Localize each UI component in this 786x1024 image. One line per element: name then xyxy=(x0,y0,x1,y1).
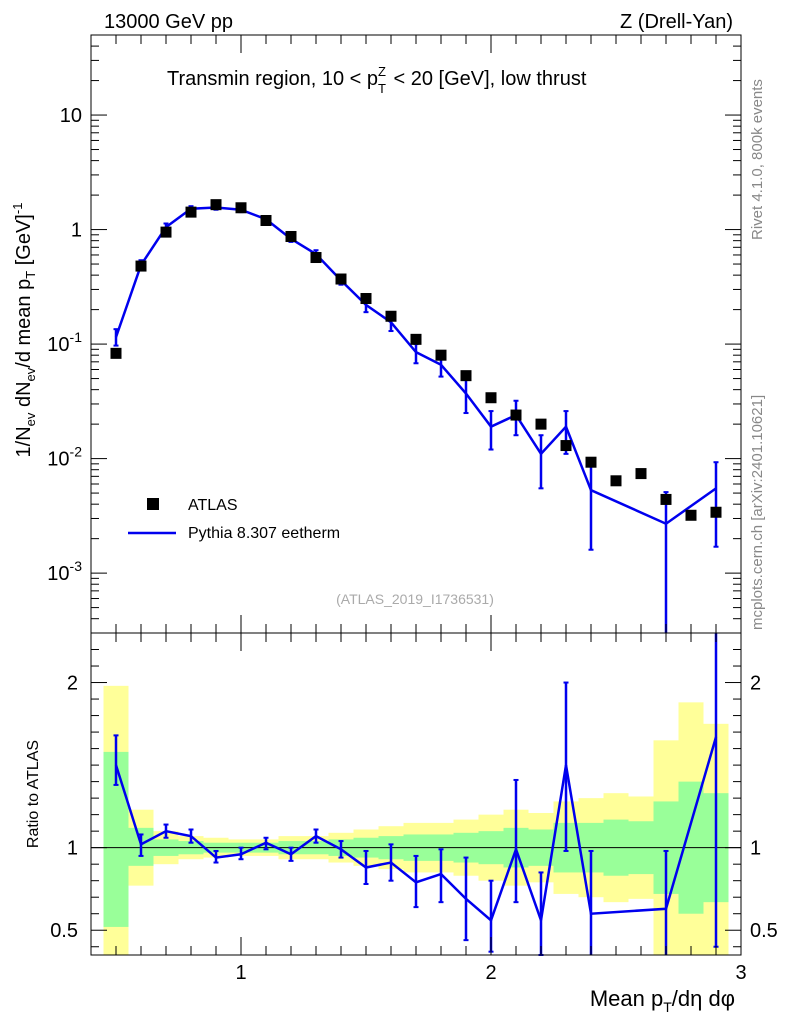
main-data-layer xyxy=(110,199,722,633)
ratio-data-layer xyxy=(91,633,741,956)
title-sup-z: Z xyxy=(378,64,386,79)
ylabel-sub-ev1: ev xyxy=(23,412,38,426)
ylabel-sub-ev2: ev xyxy=(23,367,38,381)
atlas-data-point xyxy=(560,440,572,452)
ratio-x-tick-label: 1 xyxy=(235,962,246,984)
ratio-y-tick-label-right: 2 xyxy=(750,673,761,695)
tick-base: 10 xyxy=(47,563,69,585)
watermark: (ATLAS_2019_I1736531) xyxy=(336,591,494,607)
ratio-y-tick-label-right: 0.5 xyxy=(750,920,778,942)
mcplots-label: mcplots.cern.ch [arXiv:2401.10621] xyxy=(749,395,766,630)
atlas-data-point xyxy=(710,506,722,518)
main-y-tick-label: 10-3 xyxy=(47,558,82,585)
main-mc-line xyxy=(114,206,717,526)
ratio-ylabel: Ratio to ATLAS xyxy=(25,740,42,848)
ratio-y-tick-label-left: 0.5 xyxy=(50,920,78,942)
atlas-data-point xyxy=(585,456,597,468)
atlas-data-point xyxy=(285,230,297,242)
title-part-2: < 20 [GeV], low thrust xyxy=(388,68,587,90)
ratio-x-tick-label: 3 xyxy=(735,962,746,984)
ylabel-p2: dN xyxy=(13,381,35,412)
header-left: 13000 GeV pp xyxy=(104,11,233,33)
atlas-data-point xyxy=(660,493,672,505)
atlas-data-point xyxy=(110,347,122,359)
atlas-data-point xyxy=(485,392,497,404)
ylabel-p4: [GeV] xyxy=(13,214,35,271)
atlas-data-point xyxy=(460,370,472,382)
ratio-y-tick-label-left: 2 xyxy=(67,673,78,695)
atlas-data-point xyxy=(385,310,397,322)
rivet-label: Rivet 4.1.0, 800k events xyxy=(749,79,766,240)
xlabel-sub-t: T xyxy=(663,999,672,1015)
ratio-panel: 1 2 30.5 0.51 12 2 Ratio to ATLAS xyxy=(25,632,778,984)
ratio-y-tick-label-right: 1 xyxy=(750,838,761,860)
atlas-data-point xyxy=(235,202,247,214)
atlas-data-point xyxy=(135,260,147,272)
atlas-data-point xyxy=(160,226,172,238)
atlas-data-point xyxy=(435,349,447,361)
atlas-data-point xyxy=(685,509,697,521)
legend: ATLAS Pythia 8.307 eetherm xyxy=(128,497,340,542)
title-sub-t: T xyxy=(378,81,386,96)
atlas-data-point xyxy=(360,293,372,305)
legend-atlas-label: ATLAS xyxy=(188,497,238,514)
main-y-tick-label: 10-1 xyxy=(47,329,82,356)
title-part-1: Transmin region, 10 < p xyxy=(167,68,378,90)
atlas-data-point xyxy=(510,409,522,421)
ylabel-p1: 1/N xyxy=(13,426,35,457)
ratio-mc-line xyxy=(114,736,718,923)
tick-base: 10 xyxy=(47,449,69,471)
main-ylabel: 1/Nev dNev/d mean pT [GeV]-1 xyxy=(10,203,38,458)
legend-mc-label: Pythia 8.307 eetherm xyxy=(188,525,340,542)
tick-exponent: -3 xyxy=(70,558,83,574)
main-y-tick-label: 10-2 xyxy=(47,444,82,471)
ratio-y-tick-label-left: 1 xyxy=(67,838,78,860)
ylabel-sub-t: T xyxy=(23,271,38,279)
tick-exponent: -1 xyxy=(70,329,83,345)
atlas-data-point xyxy=(535,418,547,430)
atlas-data-point xyxy=(635,468,647,480)
xlabel-p1: Mean p xyxy=(590,986,663,1011)
atlas-data-point xyxy=(410,333,422,345)
ratio-ticks: 1 2 30.5 0.51 12 2 xyxy=(50,633,778,984)
tick-exponent: -2 xyxy=(70,444,83,460)
atlas-data-point xyxy=(260,214,272,226)
ratio-x-tick-label: 2 xyxy=(485,962,496,984)
legend-atlas-marker xyxy=(147,498,159,510)
xlabel-p2: /dη dφ xyxy=(672,986,735,1011)
atlas-data-point xyxy=(335,273,347,285)
main-y-tick-label: 1 xyxy=(71,220,82,242)
main-title: Transmin region, 10 < pTZ < 20 [GeV], lo… xyxy=(167,64,587,96)
ylabel-sup: -1 xyxy=(10,203,25,215)
x-axis-label: Mean pT/dη dφ xyxy=(590,986,735,1015)
atlas-data-point xyxy=(185,206,197,218)
tick-base: 10 xyxy=(47,334,69,356)
main-y-tick-label: 10 xyxy=(60,105,82,127)
atlas-data-point xyxy=(210,199,222,211)
header-right: Z (Drell-Yan) xyxy=(620,11,733,33)
atlas-data-point xyxy=(310,252,322,264)
ylabel-p3: /d mean p xyxy=(13,279,35,368)
atlas-data-point xyxy=(610,475,622,487)
